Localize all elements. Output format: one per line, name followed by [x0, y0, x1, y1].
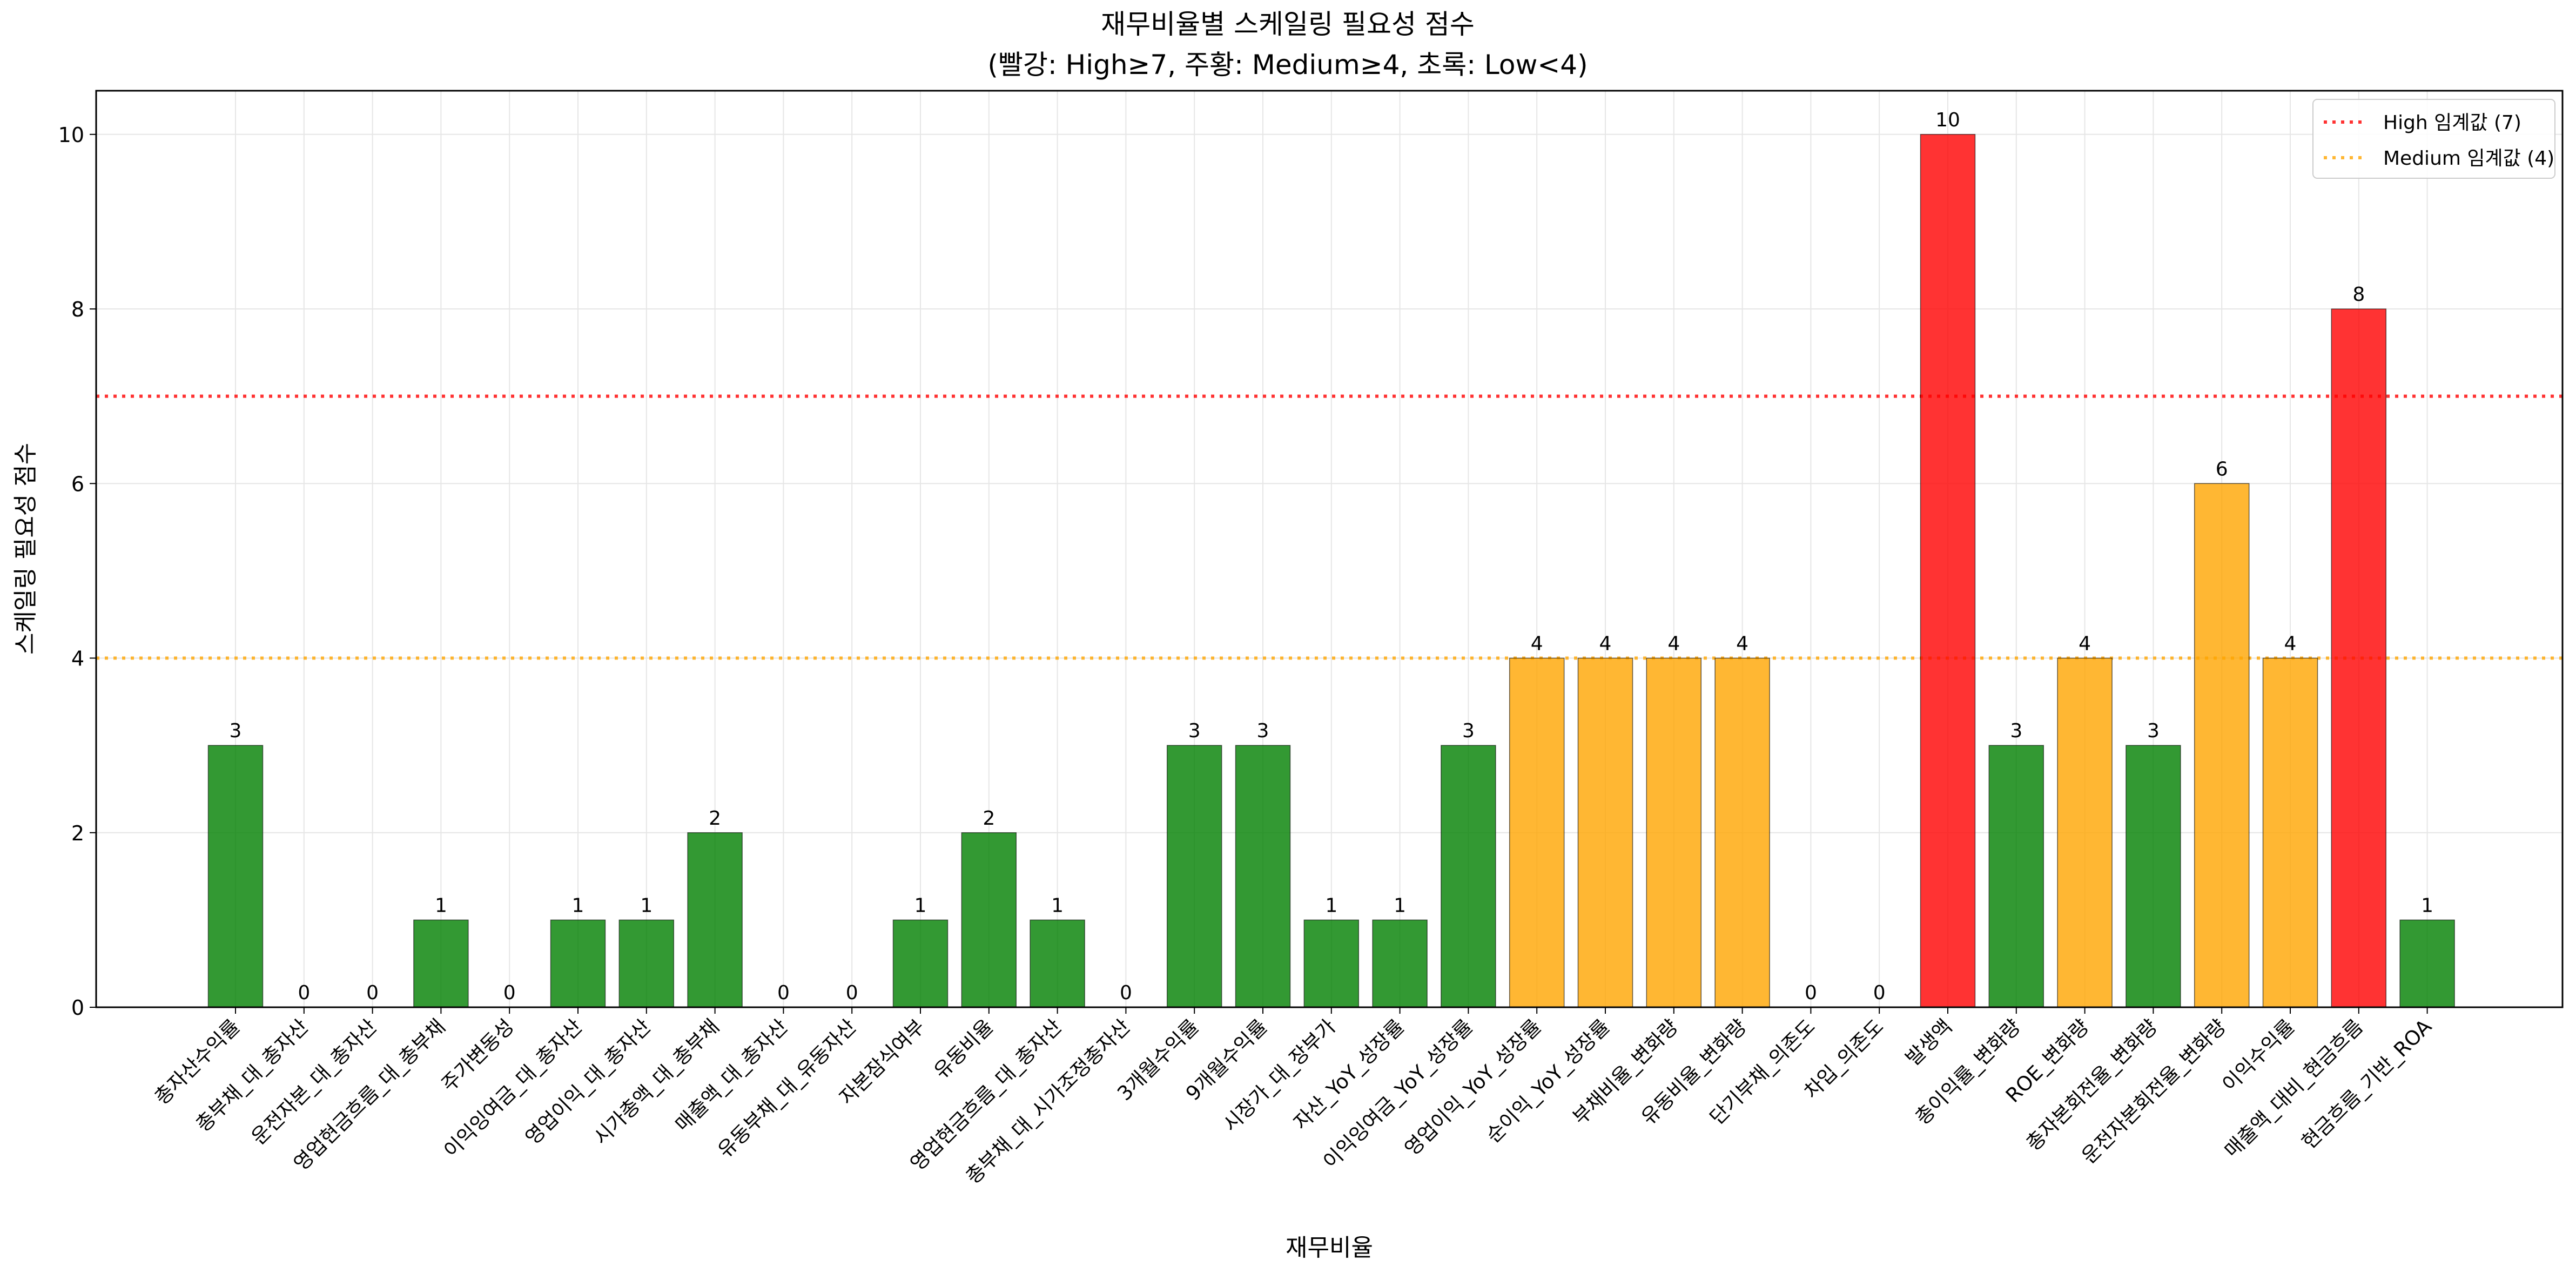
bar-value-label: 3 — [1257, 720, 1269, 742]
chart-subtitle: (빨강: High≥7, 주황: Medium≥4, 초록: Low<4) — [987, 49, 1588, 80]
y-tick-label: 6 — [71, 472, 84, 496]
bar — [1988, 745, 2044, 1008]
bar — [1577, 657, 1633, 1008]
bars — [207, 134, 2455, 1008]
y-tick-label: 10 — [58, 123, 84, 147]
bar-value-label: 8 — [2352, 284, 2365, 306]
bar-value-label: 0 — [366, 982, 379, 1004]
bar-value-label: 1 — [2421, 894, 2433, 917]
bar-value-label: 0 — [1120, 982, 1132, 1004]
y-tick-label: 4 — [71, 647, 84, 671]
bar — [1441, 745, 1496, 1008]
bar-value-label: 1 — [572, 894, 584, 917]
bar — [2331, 308, 2387, 1008]
y-axis-label: 스케일링 필요성 점수 — [12, 443, 39, 655]
bar — [2262, 657, 2318, 1008]
bar — [2057, 657, 2113, 1008]
bar-value-label: 3 — [2147, 720, 2160, 742]
bar-value-label: 2 — [983, 807, 995, 830]
legend-entry: High 임계값 (7) — [2383, 112, 2521, 134]
bar-value-label: 3 — [2010, 720, 2022, 742]
bar-value-label: 0 — [298, 982, 310, 1004]
bar — [413, 919, 469, 1008]
bar-value-label: 0 — [1873, 982, 1886, 1004]
chart-title: 재무비율별 스케일링 필요성 점수 — [1101, 9, 1475, 40]
bar-value-label: 0 — [846, 982, 858, 1004]
bar-value-label: 10 — [1935, 109, 1960, 131]
bar — [618, 919, 675, 1008]
bar-value-label: 2 — [709, 807, 721, 830]
bar-value-label: 1 — [1394, 894, 1406, 917]
plot-frame — [95, 90, 2564, 1008]
legend: High 임계값 (7) Medium 임계값 (4) — [2312, 99, 2555, 179]
bar-value-label: 4 — [2079, 633, 2091, 655]
bar-value-label: 1 — [640, 894, 653, 917]
bar — [550, 919, 606, 1008]
bar — [1920, 134, 1976, 1008]
bar-value-label: 4 — [1531, 633, 1543, 655]
bar-value-label: 0 — [503, 982, 516, 1004]
bar-value-label: 6 — [2216, 458, 2228, 480]
bar — [1509, 657, 1565, 1008]
bar-value-label: 4 — [1599, 633, 1612, 655]
bar — [2126, 745, 2181, 1008]
bar — [961, 832, 1017, 1008]
bar-value-label: 4 — [1736, 633, 1748, 655]
bar-value-label: 1 — [1051, 894, 1064, 917]
bar — [1030, 919, 1085, 1008]
bar — [1303, 919, 1360, 1008]
bar-value-label: 1 — [435, 894, 447, 917]
legend-entry: Medium 임계값 (4) — [2383, 147, 2554, 170]
y-tick-label: 8 — [71, 298, 84, 321]
bar-value-label: 0 — [777, 982, 790, 1004]
bar — [687, 832, 743, 1008]
bar-value-label: 3 — [1188, 720, 1201, 742]
bar-value-label: 3 — [1462, 720, 1475, 742]
bar — [892, 919, 949, 1008]
bar — [2194, 483, 2250, 1008]
bar-value-label: 4 — [2284, 633, 2297, 655]
bar — [1235, 745, 1291, 1008]
bar-value-label: 1 — [1325, 894, 1337, 917]
bar — [1646, 657, 1702, 1008]
bar — [1714, 657, 1770, 1008]
x-axis-label: 재무비율 — [1286, 1234, 1373, 1262]
legend-box — [2312, 99, 2555, 179]
bar — [1166, 745, 1222, 1008]
bar-value-label: 4 — [1667, 633, 1680, 655]
y-tick-label: 0 — [71, 996, 84, 1020]
bar-value-label: 1 — [914, 894, 927, 917]
bar — [2399, 919, 2455, 1008]
bar-value-label: 3 — [230, 720, 242, 742]
y-tick-label: 2 — [71, 821, 84, 845]
bar — [1372, 919, 1428, 1008]
bar-value-label: 0 — [1805, 982, 1817, 1004]
y-axis-ticks: 0 2 4 6 8 10 — [58, 123, 96, 1020]
bar — [207, 745, 264, 1008]
